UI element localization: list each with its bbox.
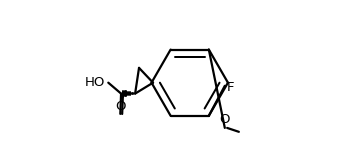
Polygon shape — [152, 81, 153, 84]
Text: O: O — [115, 100, 126, 113]
Text: O: O — [220, 113, 230, 126]
Text: HO: HO — [85, 76, 105, 89]
Text: F: F — [227, 81, 235, 94]
